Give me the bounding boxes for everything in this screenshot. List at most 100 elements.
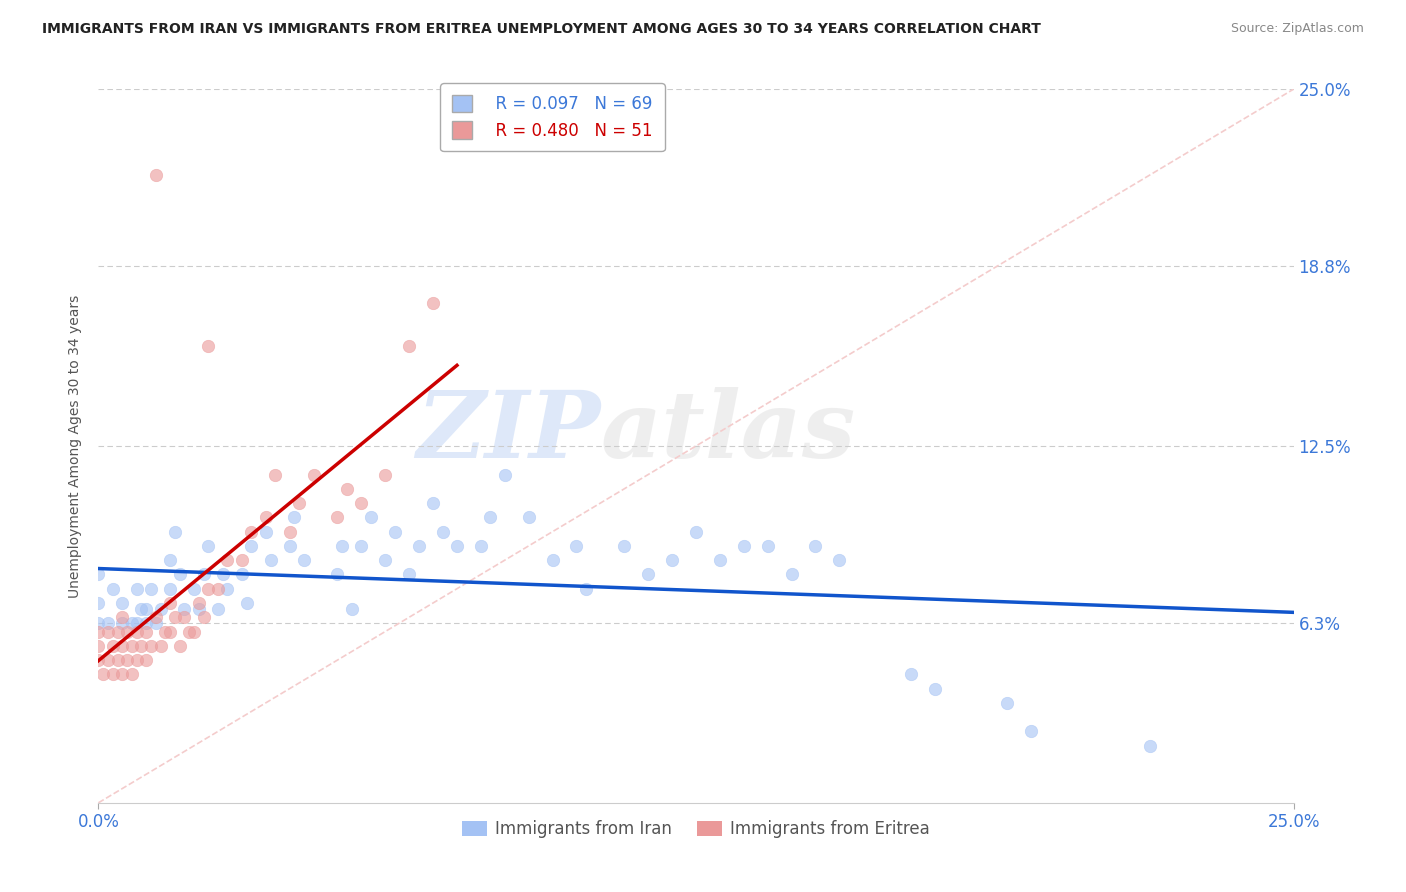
Point: [107, 624, 129, 639]
Point: [330, 539, 353, 553]
Legend: Immigrants from Iran, Immigrants from Eritrea: Immigrants from Iran, Immigrants from Er…: [456, 814, 936, 845]
Point: [145, 168, 167, 182]
Point: [326, 510, 349, 524]
Point: [235, 596, 257, 610]
Point: [217, 582, 239, 596]
Point: [125, 582, 148, 596]
Point: [637, 567, 659, 582]
Point: [111, 639, 134, 653]
Point: [231, 567, 253, 582]
Point: [398, 567, 420, 582]
Point: [125, 615, 148, 630]
Point: [259, 553, 281, 567]
Point: [541, 553, 564, 567]
Point: [197, 339, 219, 353]
Point: [111, 610, 134, 624]
Point: [159, 596, 181, 610]
Point: [135, 653, 157, 667]
Point: [422, 496, 444, 510]
Point: [163, 524, 186, 539]
Point: [197, 539, 219, 553]
Point: [111, 667, 134, 681]
Point: [422, 296, 444, 310]
Point: [173, 610, 195, 624]
Point: [340, 601, 363, 615]
Point: [479, 510, 502, 524]
Point: [159, 553, 181, 567]
Text: IMMIGRANTS FROM IRAN VS IMMIGRANTS FROM ERITREA UNEMPLOYMENT AMONG AGES 30 TO 34: IMMIGRANTS FROM IRAN VS IMMIGRANTS FROM …: [42, 22, 1040, 37]
Point: [446, 539, 468, 553]
Point: [87, 596, 110, 610]
Point: [408, 539, 430, 553]
Point: [517, 510, 540, 524]
Point: [240, 539, 263, 553]
Point: [398, 339, 420, 353]
Point: [197, 582, 219, 596]
Point: [283, 510, 305, 524]
Point: [121, 639, 143, 653]
Point: [145, 610, 167, 624]
Text: atlas: atlas: [600, 387, 856, 476]
Point: [661, 553, 683, 567]
Point: [135, 624, 157, 639]
Text: Source: ZipAtlas.com: Source: ZipAtlas.com: [1230, 22, 1364, 36]
Point: [924, 681, 946, 696]
Point: [470, 539, 492, 553]
Point: [254, 510, 277, 524]
Point: [97, 615, 120, 630]
Y-axis label: Unemployment Among Ages 30 to 34 years: Unemployment Among Ages 30 to 34 years: [69, 294, 83, 598]
Point: [187, 601, 209, 615]
Point: [685, 524, 707, 539]
Point: [193, 567, 215, 582]
Point: [145, 615, 167, 630]
Point: [374, 467, 396, 482]
Point: [254, 524, 277, 539]
Point: [173, 601, 195, 615]
Point: [302, 467, 325, 482]
Point: [326, 567, 349, 582]
Point: [292, 553, 315, 567]
Point: [121, 667, 143, 681]
Point: [575, 582, 598, 596]
Point: [183, 582, 205, 596]
Point: [613, 539, 636, 553]
Point: [240, 524, 263, 539]
Point: [187, 596, 209, 610]
Point: [97, 624, 120, 639]
Point: [159, 624, 181, 639]
Point: [374, 553, 396, 567]
Point: [1139, 739, 1161, 753]
Point: [87, 624, 110, 639]
Point: [159, 582, 181, 596]
Point: [432, 524, 454, 539]
Point: [350, 496, 373, 510]
Point: [135, 601, 157, 615]
Point: [131, 639, 153, 653]
Point: [107, 653, 129, 667]
Point: [149, 601, 172, 615]
Point: [121, 615, 143, 630]
Point: [494, 467, 516, 482]
Point: [288, 496, 311, 510]
Point: [995, 696, 1018, 710]
Point: [101, 582, 124, 596]
Point: [179, 624, 201, 639]
Point: [733, 539, 755, 553]
Point: [91, 667, 114, 681]
Point: [125, 624, 148, 639]
Point: [101, 639, 124, 653]
Point: [780, 567, 803, 582]
Point: [900, 667, 922, 681]
Point: [217, 553, 239, 567]
Point: [115, 624, 138, 639]
Point: [360, 510, 382, 524]
Point: [125, 653, 148, 667]
Point: [828, 553, 851, 567]
Point: [1019, 724, 1042, 739]
Point: [336, 482, 359, 496]
Point: [115, 653, 138, 667]
Point: [193, 610, 215, 624]
Point: [87, 653, 110, 667]
Point: [709, 553, 731, 567]
Text: ZIP: ZIP: [416, 387, 600, 476]
